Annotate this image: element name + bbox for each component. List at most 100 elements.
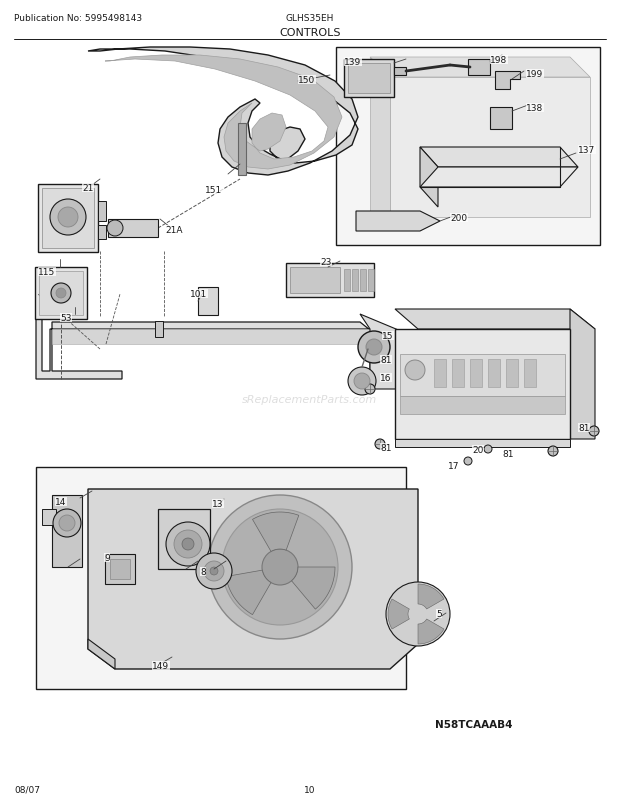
Bar — [488, 359, 500, 387]
Bar — [524, 359, 536, 387]
Bar — [42, 188, 94, 249]
Circle shape — [182, 538, 194, 550]
Polygon shape — [356, 212, 440, 232]
Bar — [506, 359, 518, 387]
Text: 81: 81 — [380, 355, 391, 365]
Text: 138: 138 — [526, 104, 543, 113]
Bar — [35, 268, 87, 320]
Bar — [470, 359, 482, 387]
Circle shape — [210, 567, 218, 575]
Bar — [290, 268, 340, 294]
Text: 151: 151 — [205, 186, 222, 195]
Circle shape — [464, 457, 472, 465]
Bar — [395, 330, 570, 439]
Polygon shape — [395, 310, 595, 330]
Bar — [468, 60, 490, 76]
Bar — [108, 220, 158, 237]
Text: 23: 23 — [320, 257, 331, 267]
Polygon shape — [370, 58, 590, 78]
Circle shape — [166, 522, 210, 566]
Text: 5: 5 — [436, 610, 441, 618]
Bar — [38, 184, 98, 253]
Bar — [395, 439, 570, 448]
Bar — [110, 559, 130, 579]
Bar — [348, 64, 390, 94]
Text: 200: 200 — [450, 214, 467, 223]
Text: 199: 199 — [526, 70, 543, 79]
Circle shape — [53, 509, 81, 537]
Text: 15: 15 — [382, 331, 394, 341]
Polygon shape — [420, 148, 578, 168]
Text: Publication No: 5995498143: Publication No: 5995498143 — [14, 14, 142, 23]
Bar — [36, 468, 406, 689]
Text: 81: 81 — [578, 423, 590, 432]
Text: 16: 16 — [380, 374, 391, 383]
Bar — [42, 509, 56, 525]
Text: sReplacementParts.com: sReplacementParts.com — [242, 395, 378, 404]
Polygon shape — [88, 639, 115, 669]
Bar — [98, 202, 106, 221]
Text: 101: 101 — [190, 290, 207, 298]
Text: N58TCAAAB4: N58TCAAAB4 — [435, 719, 513, 729]
Circle shape — [50, 200, 86, 236]
Circle shape — [208, 496, 352, 639]
Circle shape — [58, 208, 78, 228]
Text: 08/07: 08/07 — [14, 785, 40, 794]
Text: 14: 14 — [55, 497, 66, 506]
Circle shape — [204, 561, 224, 581]
Bar — [336, 48, 600, 245]
Text: 13: 13 — [212, 500, 223, 508]
Text: 17: 17 — [448, 461, 459, 471]
Text: 21A: 21A — [165, 225, 182, 235]
Circle shape — [262, 549, 298, 585]
Polygon shape — [238, 124, 246, 176]
Bar — [368, 269, 374, 292]
Text: 150: 150 — [298, 76, 315, 85]
Polygon shape — [420, 168, 578, 188]
Bar — [39, 272, 83, 316]
Text: 21: 21 — [82, 184, 94, 192]
Circle shape — [548, 447, 558, 456]
Bar — [452, 359, 464, 387]
Bar — [52, 496, 82, 567]
Text: 81: 81 — [502, 449, 513, 459]
Polygon shape — [388, 599, 409, 630]
Circle shape — [107, 221, 123, 237]
Polygon shape — [88, 489, 418, 669]
Circle shape — [366, 339, 382, 355]
Circle shape — [386, 582, 450, 646]
Text: 137: 137 — [578, 146, 595, 155]
Polygon shape — [370, 58, 390, 217]
Bar — [344, 269, 350, 292]
Text: 20: 20 — [472, 445, 484, 455]
Polygon shape — [418, 619, 444, 644]
Circle shape — [51, 284, 71, 304]
Text: 8: 8 — [200, 567, 206, 577]
Text: 115: 115 — [38, 268, 55, 277]
Bar — [158, 509, 210, 569]
Text: CONTROLS: CONTROLS — [279, 28, 341, 38]
Polygon shape — [390, 78, 590, 217]
Circle shape — [405, 361, 425, 380]
Polygon shape — [88, 48, 358, 176]
Circle shape — [589, 427, 599, 436]
Circle shape — [59, 516, 75, 532]
Bar — [400, 396, 565, 415]
Polygon shape — [226, 570, 271, 615]
Bar — [352, 269, 358, 292]
Text: 81: 81 — [380, 444, 391, 452]
Bar — [52, 330, 370, 345]
Polygon shape — [495, 72, 520, 90]
Circle shape — [375, 439, 385, 449]
Text: 139: 139 — [344, 58, 361, 67]
Text: 53: 53 — [60, 314, 71, 322]
Circle shape — [196, 553, 232, 589]
Bar — [344, 60, 394, 98]
Text: 149: 149 — [152, 661, 169, 670]
Bar — [360, 269, 366, 292]
Circle shape — [358, 331, 390, 363]
Bar — [286, 264, 374, 298]
Bar — [434, 359, 446, 387]
Circle shape — [222, 509, 338, 626]
Polygon shape — [418, 585, 444, 610]
